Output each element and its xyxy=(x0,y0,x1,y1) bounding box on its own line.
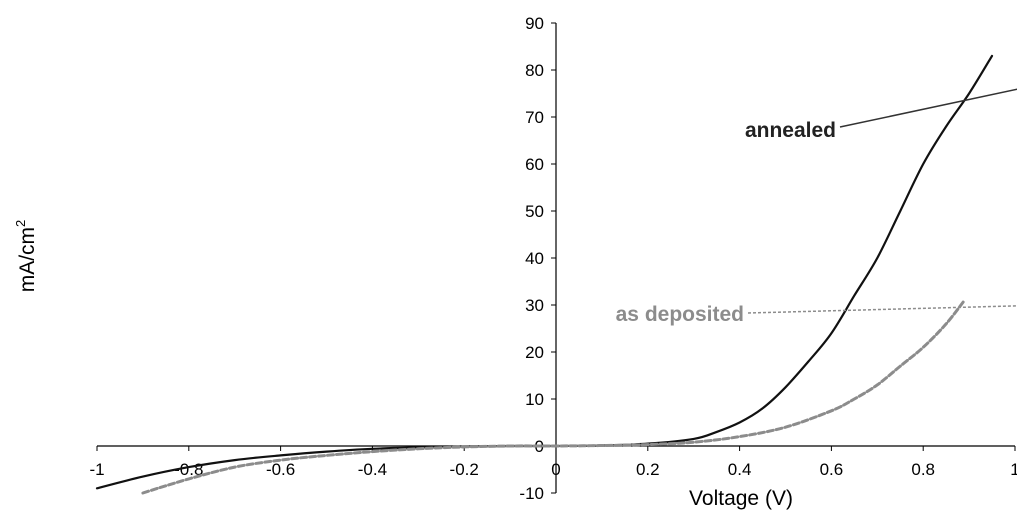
x-tick-label: 0.8 xyxy=(911,460,935,479)
y-tick-label: 20 xyxy=(525,343,544,362)
y-tick-label: -10 xyxy=(519,484,544,503)
x-tick-label: 0.4 xyxy=(728,460,752,479)
y-axis-label-superscript: 2 xyxy=(13,220,28,227)
y-tick-label: 10 xyxy=(525,390,544,409)
y-tick-label: 70 xyxy=(525,108,544,127)
y-tick-label: 80 xyxy=(525,61,544,80)
annotation-layer: annealed as deposited xyxy=(616,88,1017,326)
x-axis-label: Voltage (V) xyxy=(689,487,793,510)
series-line-as-deposited xyxy=(141,298,966,495)
x-tick-label: 0.6 xyxy=(820,460,844,479)
y-tick-label: 40 xyxy=(525,249,544,268)
y-tick-label: 90 xyxy=(525,14,544,33)
x-tick-label: -0.6 xyxy=(266,460,295,479)
y-tick-label: 60 xyxy=(525,155,544,174)
annealed-arrow xyxy=(839,88,1017,128)
x-tick-label: 1 xyxy=(1010,460,1017,479)
series-layer xyxy=(95,54,994,495)
y-tick-marks xyxy=(551,22,556,494)
series-line-annealed xyxy=(95,54,994,490)
x-tick-label: -0.2 xyxy=(450,460,479,479)
y-tick-label: 30 xyxy=(525,296,544,315)
x-tick-label: 0.2 xyxy=(636,460,660,479)
as-deposited-arrow xyxy=(747,305,1017,314)
y-axis-label: mA/cm2 xyxy=(13,220,39,293)
x-tick-labels: -1 -0.8 -0.6 -0.4 -0.2 0 0.2 0.4 0.6 0.8 1 xyxy=(89,460,1017,479)
axes: -1 -0.8 -0.6 -0.4 -0.2 0 0.2 0.4 0.6 0.8 1 -100102… xyxy=(89,14,1017,503)
annealed-annotation: annealed xyxy=(745,119,836,142)
x-tick-label: -1 xyxy=(89,460,104,479)
x-tick-label: -0.4 xyxy=(358,460,387,479)
y-tick-label: 50 xyxy=(525,202,544,221)
x-tick-label: 0 xyxy=(551,460,560,479)
y-axis-label-main: mA/cm xyxy=(16,227,39,292)
as-deposited-annotation: as deposited xyxy=(616,303,744,326)
